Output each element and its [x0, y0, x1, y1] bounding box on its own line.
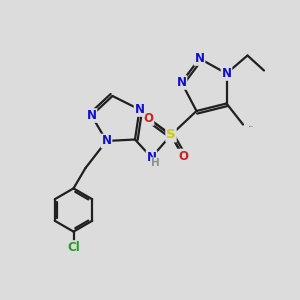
Text: N: N [176, 76, 187, 89]
Text: N: N [86, 109, 97, 122]
Text: methyl: methyl [249, 125, 254, 127]
Text: S: S [166, 128, 176, 142]
Text: N: N [221, 67, 232, 80]
Text: N: N [101, 134, 112, 148]
Text: H: H [151, 158, 160, 168]
Text: O: O [178, 149, 188, 163]
Text: N: N [146, 151, 157, 164]
Text: N: N [134, 103, 145, 116]
Text: N: N [194, 52, 205, 65]
Text: O: O [143, 112, 154, 125]
Text: Cl: Cl [67, 241, 80, 254]
